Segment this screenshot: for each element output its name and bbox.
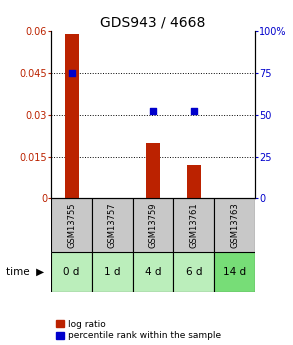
- Text: 14 d: 14 d: [223, 267, 246, 277]
- Text: GSM13755: GSM13755: [67, 203, 76, 248]
- Bar: [187, 165, 201, 198]
- Bar: [51, 198, 92, 252]
- Point: [69, 70, 74, 76]
- Text: 4 d: 4 d: [145, 267, 161, 277]
- Text: GSM13763: GSM13763: [230, 202, 239, 248]
- Bar: [133, 198, 173, 252]
- Bar: [173, 198, 214, 252]
- Bar: [214, 198, 255, 252]
- Text: GSM13759: GSM13759: [149, 203, 158, 248]
- Text: 0 d: 0 d: [64, 267, 80, 277]
- Point: [192, 109, 196, 114]
- Text: 6 d: 6 d: [185, 267, 202, 277]
- Bar: [64, 34, 79, 198]
- Text: 1 d: 1 d: [104, 267, 121, 277]
- Bar: [51, 252, 92, 292]
- Text: time  ▶: time ▶: [6, 267, 44, 277]
- Bar: [214, 252, 255, 292]
- Bar: [173, 252, 214, 292]
- Title: GDS943 / 4668: GDS943 / 4668: [100, 16, 206, 30]
- Text: GSM13757: GSM13757: [108, 202, 117, 248]
- Bar: [146, 142, 160, 198]
- Bar: [133, 252, 173, 292]
- Text: GSM13761: GSM13761: [189, 202, 198, 248]
- Legend: log ratio, percentile rank within the sample: log ratio, percentile rank within the sa…: [56, 320, 221, 341]
- Point: [151, 109, 155, 114]
- Bar: [92, 252, 133, 292]
- Bar: [92, 198, 133, 252]
